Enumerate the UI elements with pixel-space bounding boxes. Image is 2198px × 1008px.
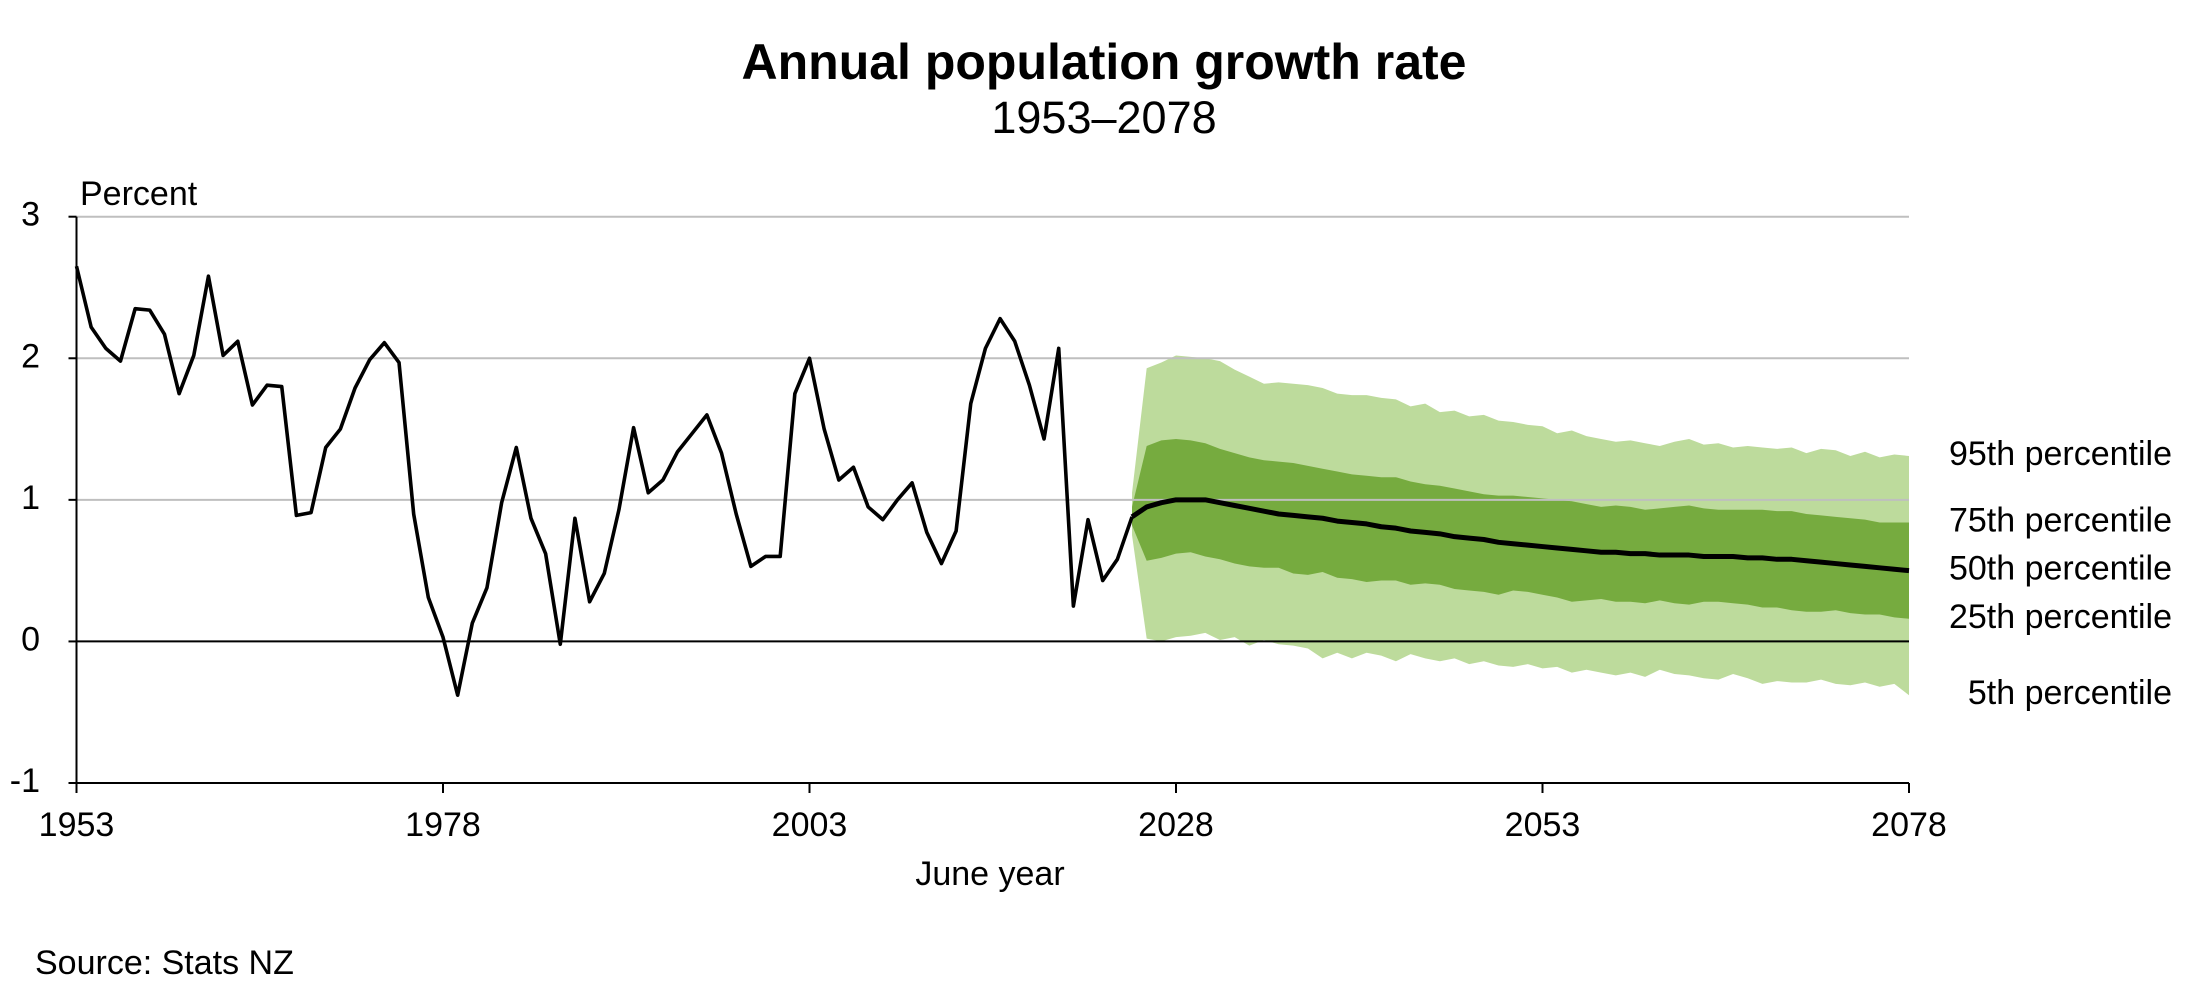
- series-label: 75th percentile: [1949, 501, 2172, 539]
- history-line: [74, 265, 1134, 698]
- labels: Annual population growth rate 1953–2078 …: [10, 34, 2172, 982]
- y-tick-label: -1: [10, 762, 40, 800]
- y-axis-label: Percent: [80, 175, 198, 213]
- series-label: 95th percentile: [1949, 435, 2172, 473]
- grid: [68, 215, 1910, 793]
- series-label: 5th percentile: [1968, 674, 2172, 712]
- chart-title: Annual population growth rate: [742, 34, 1467, 90]
- bands: [1132, 355, 1909, 696]
- source-note: Source: Stats NZ: [35, 944, 294, 982]
- x-tick-label: 1978: [405, 806, 481, 844]
- x-tick-label: 2028: [1138, 806, 1214, 844]
- x-axis-label: June year: [915, 855, 1064, 893]
- y-tick-label: 0: [21, 620, 40, 658]
- series-label: 50th percentile: [1949, 550, 2172, 588]
- y-tick-label: 2: [21, 337, 40, 375]
- chart-subtitle: 1953–2078: [991, 92, 1216, 143]
- median-line: [1130, 497, 1910, 574]
- band-25-75: [1132, 438, 1909, 619]
- y-tick-label: 1: [21, 479, 40, 517]
- x-tick-label: 2003: [772, 806, 848, 844]
- x-tick-label: 2053: [1505, 806, 1581, 844]
- x-tick-label: 2078: [1871, 806, 1947, 844]
- series-label: 25th percentile: [1949, 598, 2172, 636]
- x-tick-label: 1953: [39, 806, 115, 844]
- y-tick-label: 3: [21, 196, 40, 234]
- lines: [74, 265, 1910, 698]
